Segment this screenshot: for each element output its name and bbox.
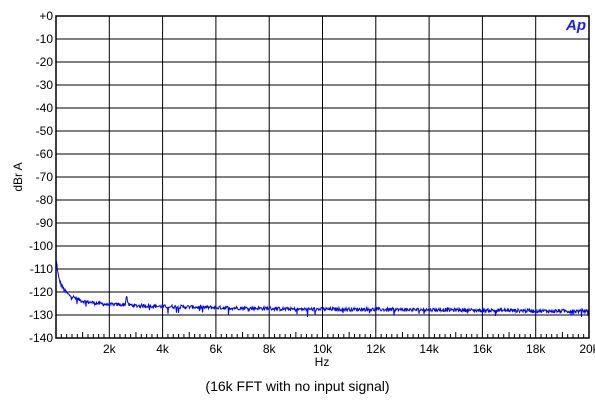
y-tick-label: -40 — [36, 101, 54, 115]
fft-chart: +0 -10 -20 -30 -40 -50 -60 -70 -80 -90 -100 -110 -12… — [11, 9, 595, 369]
x-axis-label: Hz — [315, 355, 330, 369]
y-tick-label: -140 — [29, 331, 53, 345]
x-tick-label: 18k — [526, 342, 546, 356]
x-tick-label: 4k — [156, 342, 170, 356]
y-tick-label: -30 — [36, 78, 54, 92]
x-tick-label: 2k — [103, 342, 117, 356]
y-tick-label: -120 — [29, 285, 53, 299]
x-tick-label: 6k — [210, 342, 224, 356]
y-axis-label: dBr A — [11, 162, 25, 191]
plot-border — [55, 15, 590, 339]
x-tick-label: 16k — [473, 342, 493, 356]
y-tick-label: -60 — [36, 147, 54, 161]
y-tick-label: -130 — [29, 308, 53, 322]
x-tick-label: 8k — [263, 342, 277, 356]
y-tick-label: -50 — [36, 124, 54, 138]
x-tick-label: 12k — [366, 342, 386, 356]
x-tick-label: 20k — [579, 342, 595, 356]
series-layer — [55, 261, 590, 317]
noise-floor-series — [55, 261, 590, 317]
y-tick-label: -20 — [36, 55, 54, 69]
y-tick-label: -70 — [36, 170, 54, 184]
x-tick-label: 10k — [313, 342, 333, 356]
y-tick-label: +0 — [39, 9, 53, 23]
chart-caption: (16k FFT with no input signal) — [205, 378, 390, 394]
y-tick-label: -10 — [36, 32, 54, 46]
y-tick-labels: +0 -10 -20 -30 -40 -50 -60 -70 -80 -90 -100 -110 -12… — [29, 9, 53, 345]
y-tick-label: -100 — [29, 239, 53, 253]
y-tick-label: -90 — [36, 216, 54, 230]
grid-lines — [56, 15, 590, 339]
ap-logo: Ap — [565, 17, 586, 34]
y-tick-label: -80 — [36, 193, 54, 207]
y-tick-label: -110 — [30, 262, 53, 276]
x-tick-labels: 2k 4k 6k 8k 10k 12k 14k 16k 18k 20k — [103, 342, 595, 356]
x-tick-label: 14k — [419, 342, 439, 356]
